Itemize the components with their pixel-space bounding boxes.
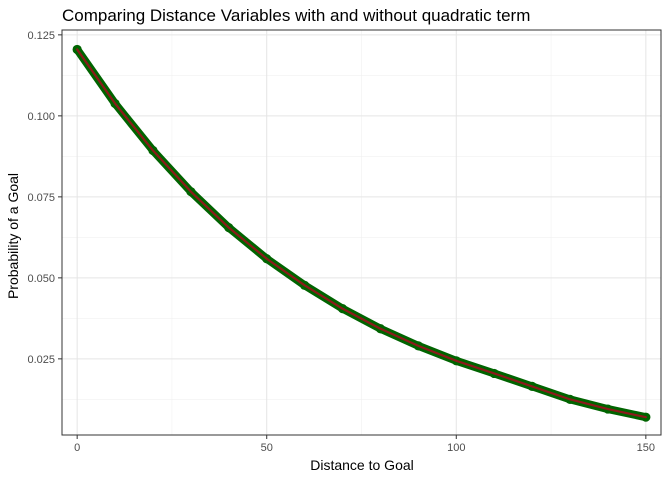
- y-tick-label: 0.075: [27, 192, 55, 204]
- x-tick-label: 50: [261, 442, 273, 454]
- x-axis-title: Distance to Goal: [310, 457, 414, 473]
- x-tick-label: 100: [447, 442, 465, 454]
- series-line-2: [76, 48, 647, 419]
- y-tick-label: 0.050: [27, 273, 55, 285]
- x-tick-label: 150: [637, 442, 655, 454]
- y-tick-label: 0.100: [27, 111, 55, 123]
- panel-border: [61, 29, 662, 436]
- y-axis-title: Probability of a Goal: [5, 173, 21, 299]
- plot-area: 0 50 100 150 0.025 0.050 0.075 0.100 0.125: [27, 29, 662, 454]
- y-tick-label: 0.025: [27, 354, 55, 366]
- x-tick-label: 0: [74, 442, 80, 454]
- y-tick-label: 0.125: [27, 30, 55, 42]
- chart-title: Comparing Distance Variables with and wi…: [62, 6, 530, 25]
